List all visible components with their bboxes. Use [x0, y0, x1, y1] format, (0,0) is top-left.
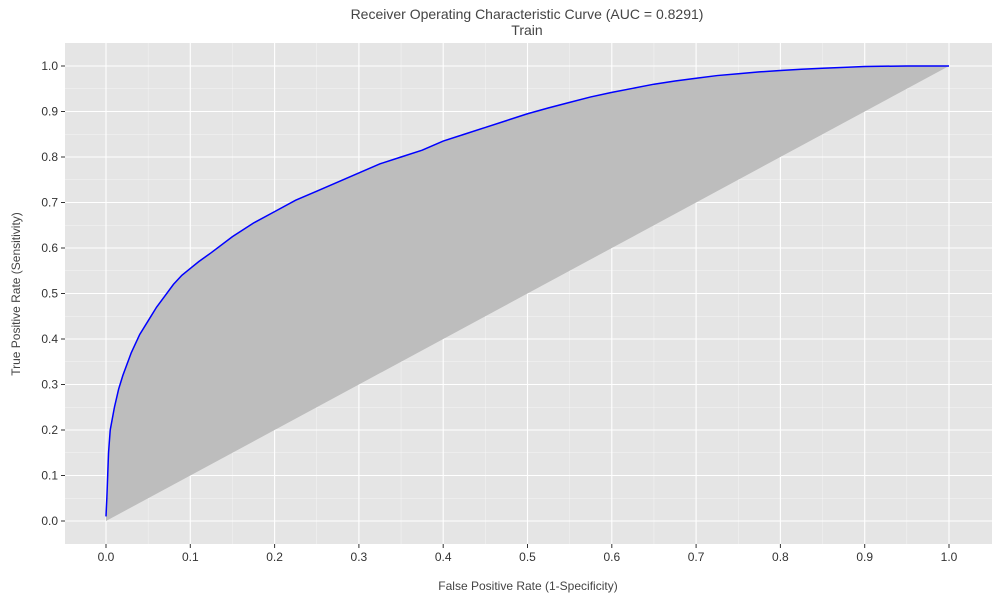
x-tick-label: 0.2 [266, 550, 283, 564]
x-tick-label: 0.7 [688, 550, 705, 564]
y-tick-label: 0.7 [41, 196, 58, 210]
y-tick-label: 0.8 [41, 150, 58, 164]
y-tick-label: 0.9 [41, 105, 58, 119]
y-tick-label: 0.6 [41, 241, 58, 255]
y-tick-label: 0.1 [41, 469, 58, 483]
y-tick-label: 0.5 [41, 287, 58, 301]
x-axis-title: False Positive Rate (1-Specificity) [438, 579, 617, 593]
y-tick-label: 0.0 [41, 514, 58, 528]
x-tick-label: 0.4 [435, 550, 452, 564]
x-tick-label: 0.8 [772, 550, 789, 564]
x-tick-label: 0.5 [519, 550, 536, 564]
x-axis: 0.0 0.1 0.2 0.3 0.4 0.5 0.6 0.7 0.8 0.9 1.0 [98, 544, 958, 564]
y-axis-title: True Positive Rate (Sensitivity) [9, 212, 23, 376]
y-axis: 0.0 0.1 0.2 0.3 0.4 0.5 0.6 0.7 0.8 0.9 1.0 [41, 59, 65, 528]
y-tick-label: 0.3 [41, 378, 58, 392]
y-tick-label: 1.0 [41, 59, 58, 73]
y-tick-label: 0.2 [41, 423, 58, 437]
y-tick-label: 0.4 [41, 332, 58, 346]
x-tick-label: 0.3 [351, 550, 368, 564]
x-tick-label: 0.1 [182, 550, 199, 564]
chart-subtitle: Train [511, 22, 542, 38]
auc-shaded-area [106, 66, 949, 521]
chart-title: Receiver Operating Characteristic Curve … [351, 6, 704, 22]
x-tick-label: 0.0 [98, 550, 115, 564]
x-tick-label: 0.9 [856, 550, 873, 564]
roc-curve-line [105, 65, 949, 517]
x-tick-label: 1.0 [941, 550, 958, 564]
x-tick-label: 0.6 [603, 550, 620, 564]
